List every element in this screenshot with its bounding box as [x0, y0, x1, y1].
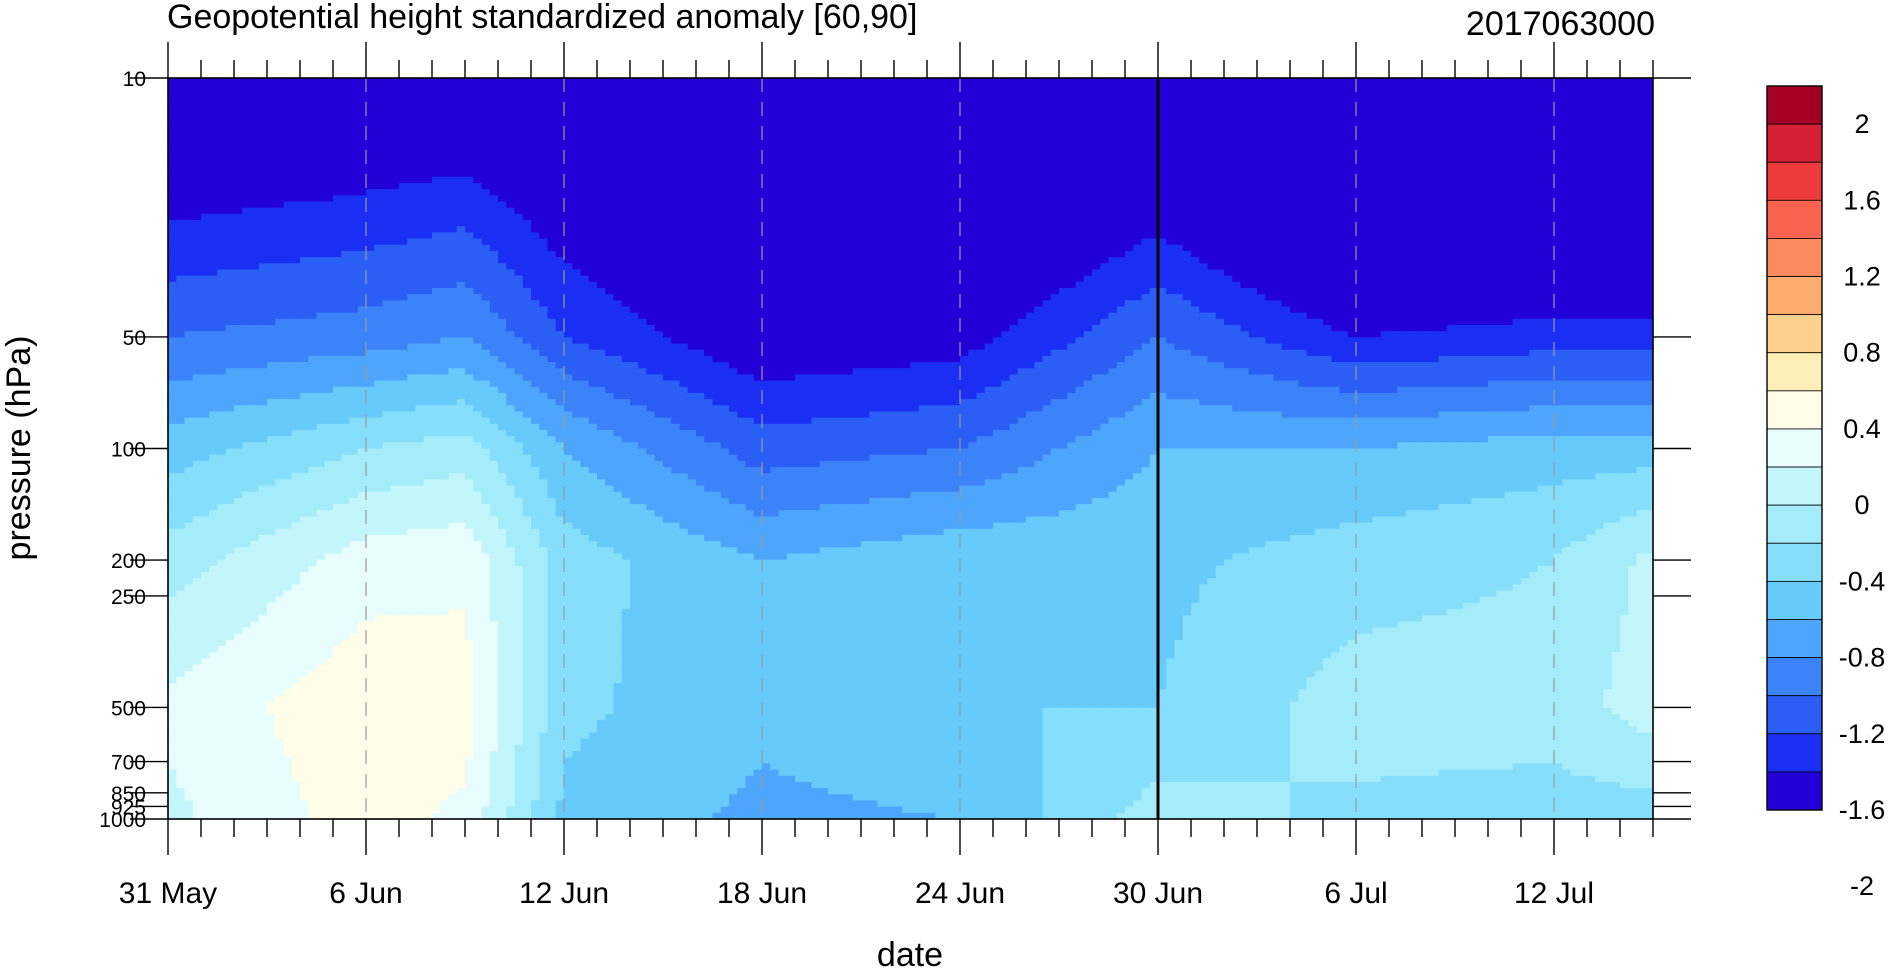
colorbar-label: -1.6	[1839, 795, 1886, 825]
y-tick-label: 200	[111, 550, 146, 573]
colorbar-swatch	[1766, 238, 1823, 277]
y-tick-label: 100	[111, 439, 146, 462]
colorbar-swatch	[1766, 123, 1823, 163]
colorbar-swatch	[1766, 619, 1823, 658]
colorbar-swatch	[1766, 428, 1823, 468]
y-tick-label: 850	[111, 783, 146, 806]
x-axis-label: date	[877, 936, 943, 969]
colorbar-swatch	[1766, 390, 1823, 430]
x-tick-label: 12 Jul	[1514, 877, 1594, 910]
colorbar-label: 0.8	[1843, 338, 1881, 368]
y-tick-label: 925	[111, 796, 146, 819]
colorbar-label: 0	[1854, 490, 1869, 520]
colorbar-label: -2	[1850, 871, 1874, 901]
y-tick-label: 700	[111, 752, 146, 775]
y-tick-label: 1000	[99, 809, 146, 832]
colorbar-swatch	[1766, 733, 1823, 773]
x-tick-label: 12 Jun	[519, 877, 609, 910]
colorbar-label: 2	[1854, 109, 1869, 139]
colorbar-swatch	[1766, 199, 1823, 239]
colorbar-label: -1.2	[1839, 719, 1886, 749]
colorbar-swatch	[1766, 161, 1823, 201]
contour-bands	[168, 78, 1653, 819]
colorbar-label: 0.4	[1843, 414, 1881, 444]
y-tick-label: 500	[111, 697, 146, 720]
colorbar-swatch	[1766, 504, 1823, 544]
colorbar-swatch	[1766, 695, 1823, 735]
colorbar-swatch	[1766, 771, 1823, 811]
x-tick-label: 6 Jul	[1324, 877, 1387, 910]
colorbar-swatch	[1766, 352, 1823, 392]
colorbar-swatch	[1766, 542, 1823, 582]
colorbar-swatch	[1766, 657, 1823, 697]
colorbar-swatch	[1766, 466, 1823, 506]
x-tick-label: 18 Jun	[717, 877, 807, 910]
x-axis: 31 May 6 Jun 12 Jun 18 Jun 24 Jun 30 Jun 6 Jul…	[119, 42, 1654, 910]
colorbar-swatch	[1766, 314, 1823, 354]
chart-subtitle: 2017063000	[1466, 5, 1655, 43]
x-tick-label: 30 Jun	[1113, 877, 1203, 910]
y-tick-label: 250	[111, 586, 146, 609]
chart-title: Geopotential height standardized anomaly…	[167, 0, 917, 36]
x-tick-label: 31 May	[119, 877, 217, 910]
colorbar-label: -0.4	[1839, 566, 1886, 596]
y-tick-label: 10	[123, 68, 146, 91]
colorbar-swatch	[1766, 580, 1823, 620]
colorbar-swatch	[1766, 276, 1823, 316]
colorbar-label: 1.2	[1843, 262, 1881, 292]
x-tick-label: 6 Jun	[329, 877, 402, 910]
colorbar: 2 1.6 1.2 0.8 0.4 0 -0.4 -0.8 -1.2 -1.6 -2	[1766, 85, 1886, 901]
colorbar-label: -0.8	[1839, 643, 1886, 673]
y-axis-label: pressure (hPa)	[0, 336, 38, 561]
plot-area	[167, 77, 1654, 820]
colorbar-swatch	[1766, 85, 1823, 125]
y-tick-label: 50	[123, 327, 146, 350]
x-tick-label: 24 Jun	[915, 877, 1005, 910]
colorbar-label: 1.6	[1843, 185, 1881, 215]
